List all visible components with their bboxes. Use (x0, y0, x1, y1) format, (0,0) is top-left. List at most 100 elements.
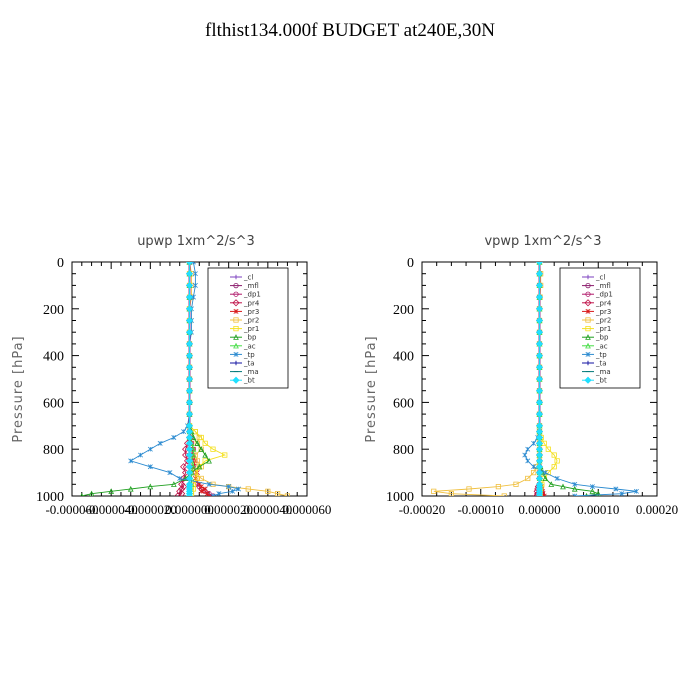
series-point (198, 434, 204, 441)
series-point (535, 398, 544, 406)
series-group (431, 262, 639, 496)
y-tick-label: 200 (393, 303, 414, 318)
series-point (535, 410, 544, 418)
series-point (185, 328, 194, 336)
series-point (185, 375, 194, 383)
series-point (108, 488, 115, 494)
y-axis-label: Pressure [hPa] (11, 335, 26, 442)
legend-label: _ta (243, 360, 255, 368)
legend-marker (233, 317, 239, 323)
series-point (157, 440, 163, 446)
series-point (222, 452, 228, 458)
series-point (531, 464, 537, 470)
series-point (174, 492, 182, 496)
x-tick-label: 0.00000 (518, 502, 560, 517)
series-point (551, 464, 557, 470)
y-tick-label: 800 (43, 443, 64, 458)
series-point (194, 458, 200, 464)
series-point (190, 262, 196, 265)
series-point (545, 446, 551, 452)
series-point (431, 488, 437, 494)
series-point (535, 492, 544, 496)
legend-marker (585, 360, 591, 366)
legend-marker (585, 308, 591, 314)
y-tick-label: 800 (393, 443, 414, 458)
legend-label: _cl (243, 274, 253, 282)
legend-marker (585, 351, 591, 357)
series-point (147, 464, 153, 470)
y-tick-label: 600 (43, 396, 64, 411)
legend-label: _pr1 (595, 325, 611, 333)
series-point (206, 457, 212, 464)
series-point (535, 352, 544, 360)
legend-marker (585, 274, 591, 280)
series-point (265, 488, 271, 494)
series-point (531, 469, 537, 476)
series-point (185, 340, 194, 348)
legend-marker (233, 282, 239, 289)
series-point (542, 475, 549, 482)
legend-label: _ac (243, 342, 256, 350)
series-point (554, 475, 560, 481)
series-point (542, 470, 548, 476)
series-point (138, 452, 144, 458)
legend-marker (584, 299, 592, 307)
legend-marker (233, 325, 239, 332)
series-point (495, 484, 501, 490)
legend-label: _mfl (595, 282, 611, 290)
series-point (535, 262, 544, 266)
series-point (535, 281, 544, 289)
series-point (535, 387, 544, 395)
series-point (633, 488, 639, 494)
series-point (535, 375, 544, 383)
legend-label: _bt (595, 377, 607, 385)
series-point (535, 363, 544, 371)
series-point (185, 262, 194, 266)
series-point (206, 481, 212, 487)
legend-marker (233, 274, 239, 280)
series-point (88, 490, 95, 496)
series-point (501, 493, 507, 496)
series-point (198, 484, 204, 490)
series-point (210, 446, 216, 452)
legend-label: _tp (243, 351, 255, 359)
series-point (535, 328, 544, 336)
x-tick-label: 0.00010 (577, 502, 619, 517)
legend-marker (584, 376, 592, 384)
series-point (613, 486, 619, 492)
x-tick-label: -0.000020 (124, 502, 177, 517)
y-axis-label: Pressure [hPa] (364, 335, 379, 442)
legend-label: _ma (595, 368, 611, 376)
series-point (198, 488, 204, 494)
series-point (589, 488, 596, 494)
series-bt (185, 262, 194, 496)
chart-title: upwp 1xm^2/s^3 (137, 234, 255, 249)
x-tick-label: -0.000040 (85, 502, 138, 517)
legend-marker (585, 282, 591, 289)
series-point (127, 485, 134, 492)
series-point (185, 305, 194, 313)
legend-marker (232, 376, 240, 384)
legend-marker (233, 291, 239, 297)
series-point (185, 293, 194, 301)
series-point (466, 486, 472, 492)
legend-label: _pr3 (595, 308, 611, 316)
x-tick-label: 0.00020 (636, 502, 678, 517)
series-point (275, 491, 281, 496)
series-point (560, 483, 566, 490)
series-point (216, 491, 222, 496)
page-title: flthist134.000f BUDGET at240E,30N (205, 20, 495, 41)
legend-marker (585, 291, 591, 297)
legend-marker (585, 317, 591, 323)
series-point (535, 340, 544, 348)
x-tick-label: 0.000000 (165, 502, 214, 517)
legend-label: _pr4 (595, 299, 612, 307)
series-point (230, 488, 236, 494)
series-point (513, 481, 519, 487)
series-point (194, 440, 201, 446)
series-point (167, 470, 173, 476)
legend-label: _mfl (243, 282, 259, 290)
series-point (190, 294, 196, 300)
legend-label: _pr3 (243, 308, 259, 316)
legend-label: _pr1 (243, 325, 259, 333)
